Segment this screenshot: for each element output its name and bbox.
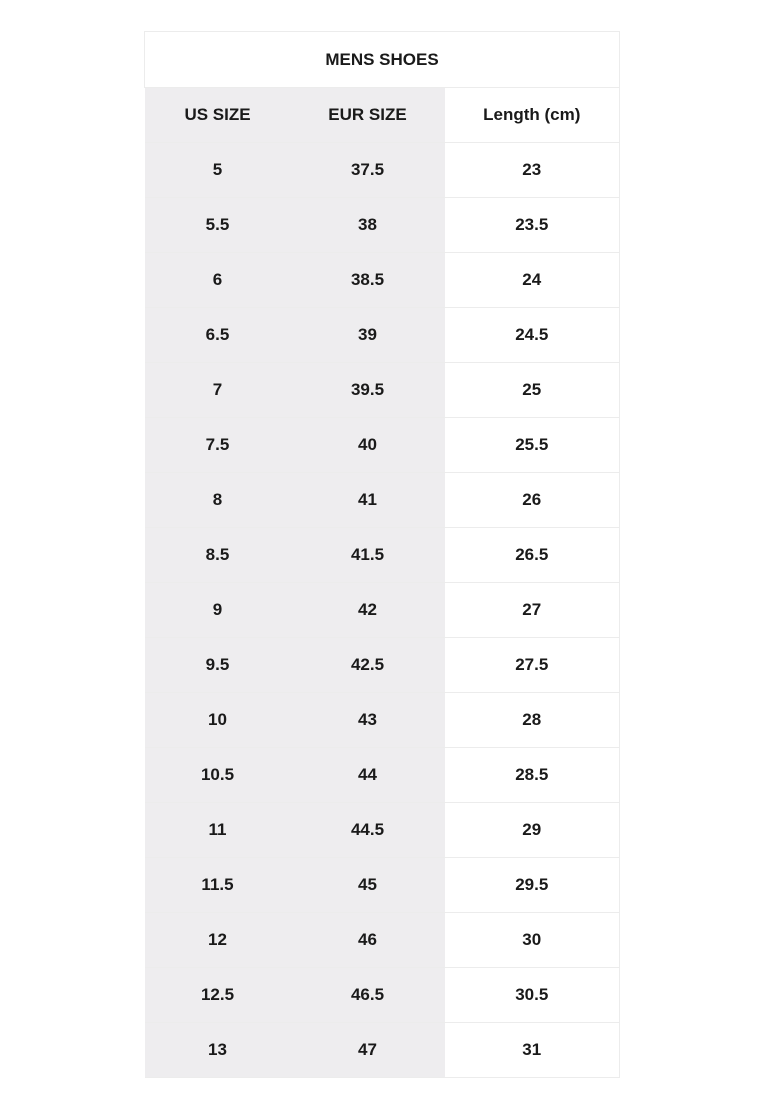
us-size-cell: 6 [144,252,291,308]
us-size-cell: 11 [144,802,291,858]
length-cell: 26 [444,472,621,528]
eur-size-cell: 41 [290,472,445,528]
us-size-cell: 9 [144,582,291,638]
length-cell: 29 [444,802,621,858]
us-size-cell: 8.5 [144,527,291,583]
table-row: 11.5 45 29.5 [144,857,621,913]
table-row: 10.5 44 28.5 [144,747,621,803]
length-cell: 23 [444,142,621,198]
us-size-cell: 9.5 [144,637,291,693]
length-cell: 26.5 [444,527,621,583]
table-row: 5 37.5 23 [144,142,621,198]
table-row: 6 38.5 24 [144,252,621,308]
table-row: 9 42 27 [144,582,621,638]
us-size-cell: 5.5 [144,197,291,253]
length-cell: 23.5 [444,197,621,253]
us-size-cell: 7 [144,362,291,418]
table-row: 12 46 30 [144,912,621,968]
length-cell: 28.5 [444,747,621,803]
us-size-cell: 12 [144,912,291,968]
length-cell: 28 [444,692,621,748]
length-cell: 27.5 [444,637,621,693]
us-size-cell: 7.5 [144,417,291,473]
table-row: 11 44.5 29 [144,802,621,858]
us-size-cell: 10 [144,692,291,748]
size-chart-table: MENS SHOES US SIZE EUR SIZE Length (cm) … [143,31,621,1078]
us-size-cell: 10.5 [144,747,291,803]
table-title-row: MENS SHOES [143,31,621,88]
eur-size-cell: 40 [290,417,445,473]
eur-size-cell: 38 [290,197,445,253]
length-cell: 24 [444,252,621,308]
table-row: 7 39.5 25 [144,362,621,418]
eur-size-cell: 46 [290,912,445,968]
table-row: 10 43 28 [144,692,621,748]
length-cell: 25.5 [444,417,621,473]
header-us-size: US SIZE [144,87,291,143]
eur-size-cell: 44 [290,747,445,803]
table-row: 6.5 39 24.5 [144,307,621,363]
header-eur-size: EUR SIZE [290,87,445,143]
us-size-cell: 13 [144,1022,291,1078]
table-row: 8.5 41.5 26.5 [144,527,621,583]
length-cell: 24.5 [444,307,621,363]
eur-size-cell: 42 [290,582,445,638]
eur-size-cell: 39.5 [290,362,445,418]
us-size-cell: 12.5 [144,967,291,1023]
eur-size-cell: 46.5 [290,967,445,1023]
length-cell: 25 [444,362,621,418]
length-cell: 31 [444,1022,621,1078]
length-cell: 30 [444,912,621,968]
table-title: MENS SHOES [143,31,621,88]
table-row: 13 47 31 [144,1022,621,1078]
header-length: Length (cm) [444,87,621,143]
us-size-cell: 6.5 [144,307,291,363]
eur-size-cell: 38.5 [290,252,445,308]
length-cell: 29.5 [444,857,621,913]
eur-size-cell: 47 [290,1022,445,1078]
eur-size-cell: 41.5 [290,527,445,583]
length-cell: 27 [444,582,621,638]
us-size-cell: 8 [144,472,291,528]
eur-size-cell: 45 [290,857,445,913]
table-row: 9.5 42.5 27.5 [144,637,621,693]
table-row: 5.5 38 23.5 [144,197,621,253]
length-cell: 30.5 [444,967,621,1023]
table-row: 8 41 26 [144,472,621,528]
eur-size-cell: 39 [290,307,445,363]
eur-size-cell: 42.5 [290,637,445,693]
eur-size-cell: 43 [290,692,445,748]
us-size-cell: 11.5 [144,857,291,913]
table-row: 7.5 40 25.5 [144,417,621,473]
eur-size-cell: 44.5 [290,802,445,858]
eur-size-cell: 37.5 [290,142,445,198]
header-row: US SIZE EUR SIZE Length (cm) [144,87,621,143]
table-row: 12.5 46.5 30.5 [144,967,621,1023]
us-size-cell: 5 [144,142,291,198]
